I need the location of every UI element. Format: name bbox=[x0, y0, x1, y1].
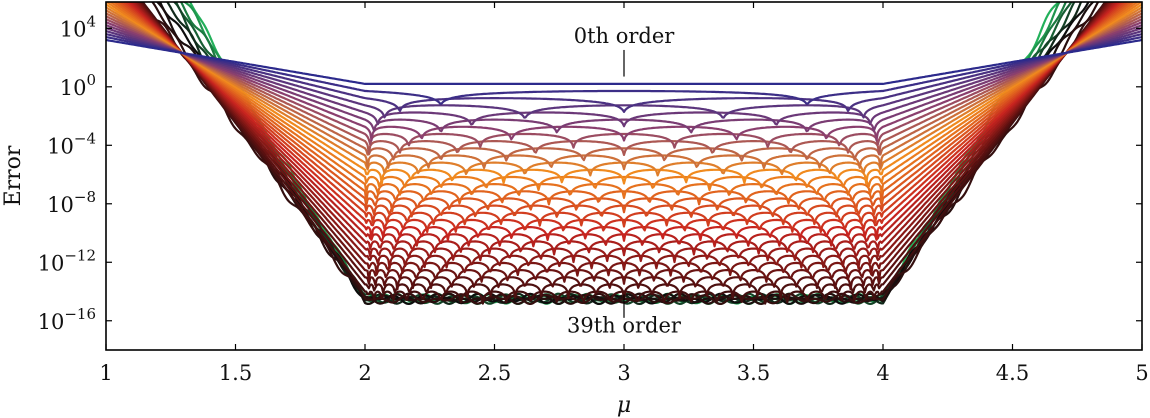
x-tick-label: 1.5 bbox=[219, 361, 252, 385]
series-curves bbox=[106, 2, 1142, 305]
x-tick-label: 4 bbox=[876, 361, 889, 385]
series-line-order-26 bbox=[137, 2, 1111, 285]
series-line-order-9 bbox=[106, 12, 1142, 162]
x-tick-label: 4.5 bbox=[996, 361, 1029, 385]
y-tick-label: 10−4 bbox=[47, 129, 96, 158]
series-line-order-11 bbox=[106, 6, 1142, 177]
series-line-order-15 bbox=[112, 2, 1136, 206]
annotation-39th-order: 39th order bbox=[567, 313, 682, 337]
series-line-order-10 bbox=[106, 9, 1142, 171]
series-line-order-27 bbox=[138, 2, 1110, 291]
series-line-order-5 bbox=[106, 24, 1142, 134]
series-line-order-4 bbox=[106, 27, 1142, 128]
series-line-order-17 bbox=[119, 2, 1129, 218]
x-axis: 1 1.5 2 2.5 3 3.5 4 4.5 5 bbox=[99, 2, 1149, 385]
series-line-order-12 bbox=[106, 3, 1142, 185]
series-line-order-2 bbox=[106, 32, 1142, 113]
series-line-order-21 bbox=[128, 2, 1120, 248]
series-line-order-13 bbox=[106, 2, 1142, 192]
y-tick-label: 104 bbox=[60, 12, 96, 41]
series-line-order-1 bbox=[106, 35, 1142, 105]
series-line-order-7 bbox=[106, 18, 1142, 149]
series-line-order-20 bbox=[126, 2, 1122, 242]
series-line-order-22 bbox=[130, 2, 1118, 257]
series-line-order-16 bbox=[116, 2, 1132, 214]
series-line-order-24 bbox=[134, 2, 1114, 271]
series-line-order-3 bbox=[106, 30, 1142, 119]
x-tick-label: 3.5 bbox=[737, 361, 770, 385]
series-line-order-29 bbox=[141, 2, 1107, 305]
x-tick-label: 2.5 bbox=[478, 361, 511, 385]
y-axis: 104 100 10−4 10−8 10−12 10−16 bbox=[38, 12, 1142, 334]
y-tick-label: 10−16 bbox=[38, 305, 96, 334]
series-line-order-25 bbox=[135, 2, 1113, 277]
y-tick-label: 10−12 bbox=[38, 246, 96, 275]
y-axis-label: Error bbox=[1, 145, 26, 206]
series-line-order-18 bbox=[121, 2, 1127, 228]
x-tick-label: 2 bbox=[358, 361, 371, 385]
x-tick-label: 1 bbox=[99, 361, 112, 385]
series-line-order-23 bbox=[132, 2, 1116, 264]
series-line-order-6 bbox=[106, 21, 1142, 142]
x-axis-label: μ bbox=[617, 393, 631, 418]
series-line-order-8 bbox=[106, 15, 1142, 156]
series-line-order-19 bbox=[124, 2, 1124, 234]
y-tick-label: 100 bbox=[60, 71, 96, 100]
series-line-order-0 bbox=[106, 38, 1142, 85]
y-tick-label: 10−8 bbox=[47, 188, 96, 217]
x-tick-label: 3 bbox=[617, 361, 630, 385]
x-tick-label: 5 bbox=[1135, 361, 1148, 385]
series-line-order-14 bbox=[108, 2, 1140, 199]
annotation-0th-order: 0th order bbox=[574, 24, 676, 48]
